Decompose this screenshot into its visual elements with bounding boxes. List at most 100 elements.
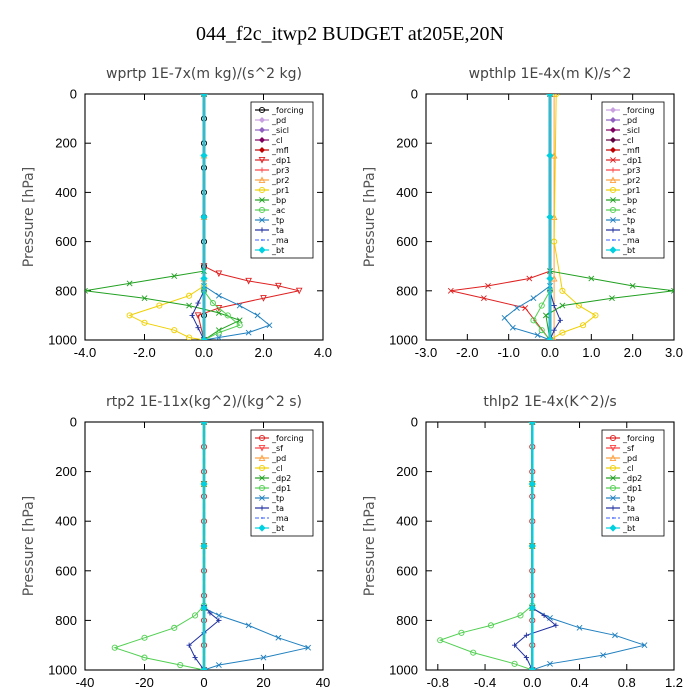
data-point: [177, 661, 184, 669]
data-point: [195, 300, 201, 306]
legend-label: _ta: [271, 226, 284, 235]
legend-marker: [258, 484, 266, 492]
plot-area: [85, 94, 303, 340]
legend-label: _pr2: [622, 176, 640, 185]
legend-label: _dp2: [622, 474, 642, 483]
data-point: [530, 295, 537, 302]
legend-label: _ma: [271, 236, 289, 245]
legend-marker: [609, 464, 617, 472]
legend-marker: [258, 464, 266, 472]
legend-label: _pd: [622, 454, 637, 463]
legend-label: _ac: [271, 206, 285, 215]
legend-marker: [258, 146, 266, 154]
data-point: [200, 542, 208, 550]
series-line: [85, 94, 242, 340]
x-tick-label: -2.0: [133, 345, 155, 360]
legend-marker: [609, 484, 617, 492]
data-point: [517, 612, 524, 619]
y-tick-label: 0: [70, 415, 77, 430]
data-point: [480, 295, 487, 302]
legend-label: _sf: [622, 444, 634, 453]
panel-title: wpthlp 1E-4x(m K)/s^2: [469, 66, 632, 82]
data-point: [538, 302, 545, 309]
legend-marker: [258, 176, 266, 184]
data-point: [209, 300, 216, 307]
data-point: [215, 292, 222, 299]
legend-marker: [609, 444, 617, 452]
data-point: [522, 305, 529, 311]
x-tick-label: 4.0: [314, 345, 332, 360]
plot-area: [447, 94, 674, 340]
data-point: [200, 666, 208, 670]
y-tick-label: 200: [55, 464, 77, 479]
data-point: [85, 287, 88, 294]
legend-label: _pd: [271, 454, 286, 463]
data-point: [200, 274, 208, 283]
data-point: [194, 312, 202, 320]
data-point: [215, 662, 222, 668]
data-point: [580, 322, 587, 329]
legend-marker: [259, 505, 265, 511]
series-line: [545, 94, 674, 340]
x-tick-label: 1.2: [665, 675, 683, 690]
y-tick-label: 0: [411, 415, 418, 430]
legend-marker: [258, 434, 266, 442]
data-point: [215, 304, 223, 312]
data-point: [538, 327, 545, 334]
legend: _forcing_sf_pd_cl_dp2_dp1_tp_ta_ma_bt: [601, 429, 665, 537]
legend: _forcing_sf_pd_cl_dp2_dp1_tp_ta_ma_bt: [250, 429, 314, 537]
data-point: [200, 480, 208, 488]
panel-rtp2: rtp2 1E-11x(kg^2)/(kg^2 s) Pressure [hPa]…: [21, 394, 330, 690]
data-point: [305, 644, 312, 651]
data-point: [171, 327, 178, 334]
data-point: [514, 305, 520, 311]
legend-marker: [609, 524, 617, 532]
legend-label: _ta: [622, 226, 635, 235]
data-point: [559, 287, 566, 294]
legend-marker: [609, 454, 617, 462]
legend-label: _forcing: [622, 434, 655, 443]
data-point: [215, 329, 222, 336]
y-tick-label: 600: [396, 563, 418, 578]
y-axis-label: Pressure [hPa]: [362, 496, 378, 596]
data-point: [641, 642, 648, 649]
legend-label: _pr1: [622, 186, 640, 195]
data-point: [189, 312, 195, 318]
legend-marker: [258, 186, 266, 194]
data-point: [275, 282, 282, 290]
legend-label: _cl: [622, 464, 634, 473]
data-point: [547, 615, 553, 621]
legend-marker: [609, 106, 617, 114]
data-point: [588, 275, 595, 282]
legend-marker: [258, 454, 266, 462]
legend-label: _sicl: [622, 126, 640, 135]
x-tick-label: 0.0: [523, 675, 541, 690]
series-line: [438, 422, 533, 670]
legend-label: _forcing: [271, 106, 304, 115]
legend-marker: [609, 246, 617, 254]
y-axis-label: Pressure [hPa]: [362, 167, 378, 267]
legend-marker: [261, 239, 263, 241]
data-point: [511, 642, 518, 648]
legend-marker: [258, 444, 266, 452]
data-point: [236, 322, 243, 329]
data-point: [528, 422, 536, 426]
data-point: [487, 622, 495, 629]
data-point: [501, 314, 508, 321]
data-point: [236, 317, 243, 324]
data-point: [523, 655, 529, 661]
legend-label: _bt: [271, 246, 284, 255]
panel-wprtp: wprtp 1E-7x(m kg)/(s^2 kg) Pressure [hPa]…: [21, 66, 332, 360]
y-tick-label: 0: [70, 87, 77, 102]
data-point: [207, 610, 213, 616]
legend-marker: [610, 505, 616, 511]
x-tick-label: -1.0: [497, 345, 519, 360]
data-point: [576, 624, 583, 631]
figure-title: 044_f2c_itwp2 BUDGET at205E,20N: [196, 23, 504, 45]
legend-label: _bp: [271, 196, 286, 205]
data-point: [245, 329, 252, 336]
legend-marker: [258, 524, 266, 532]
data-point: [126, 312, 133, 319]
legend-marker: [609, 434, 617, 442]
data-point: [215, 334, 222, 340]
